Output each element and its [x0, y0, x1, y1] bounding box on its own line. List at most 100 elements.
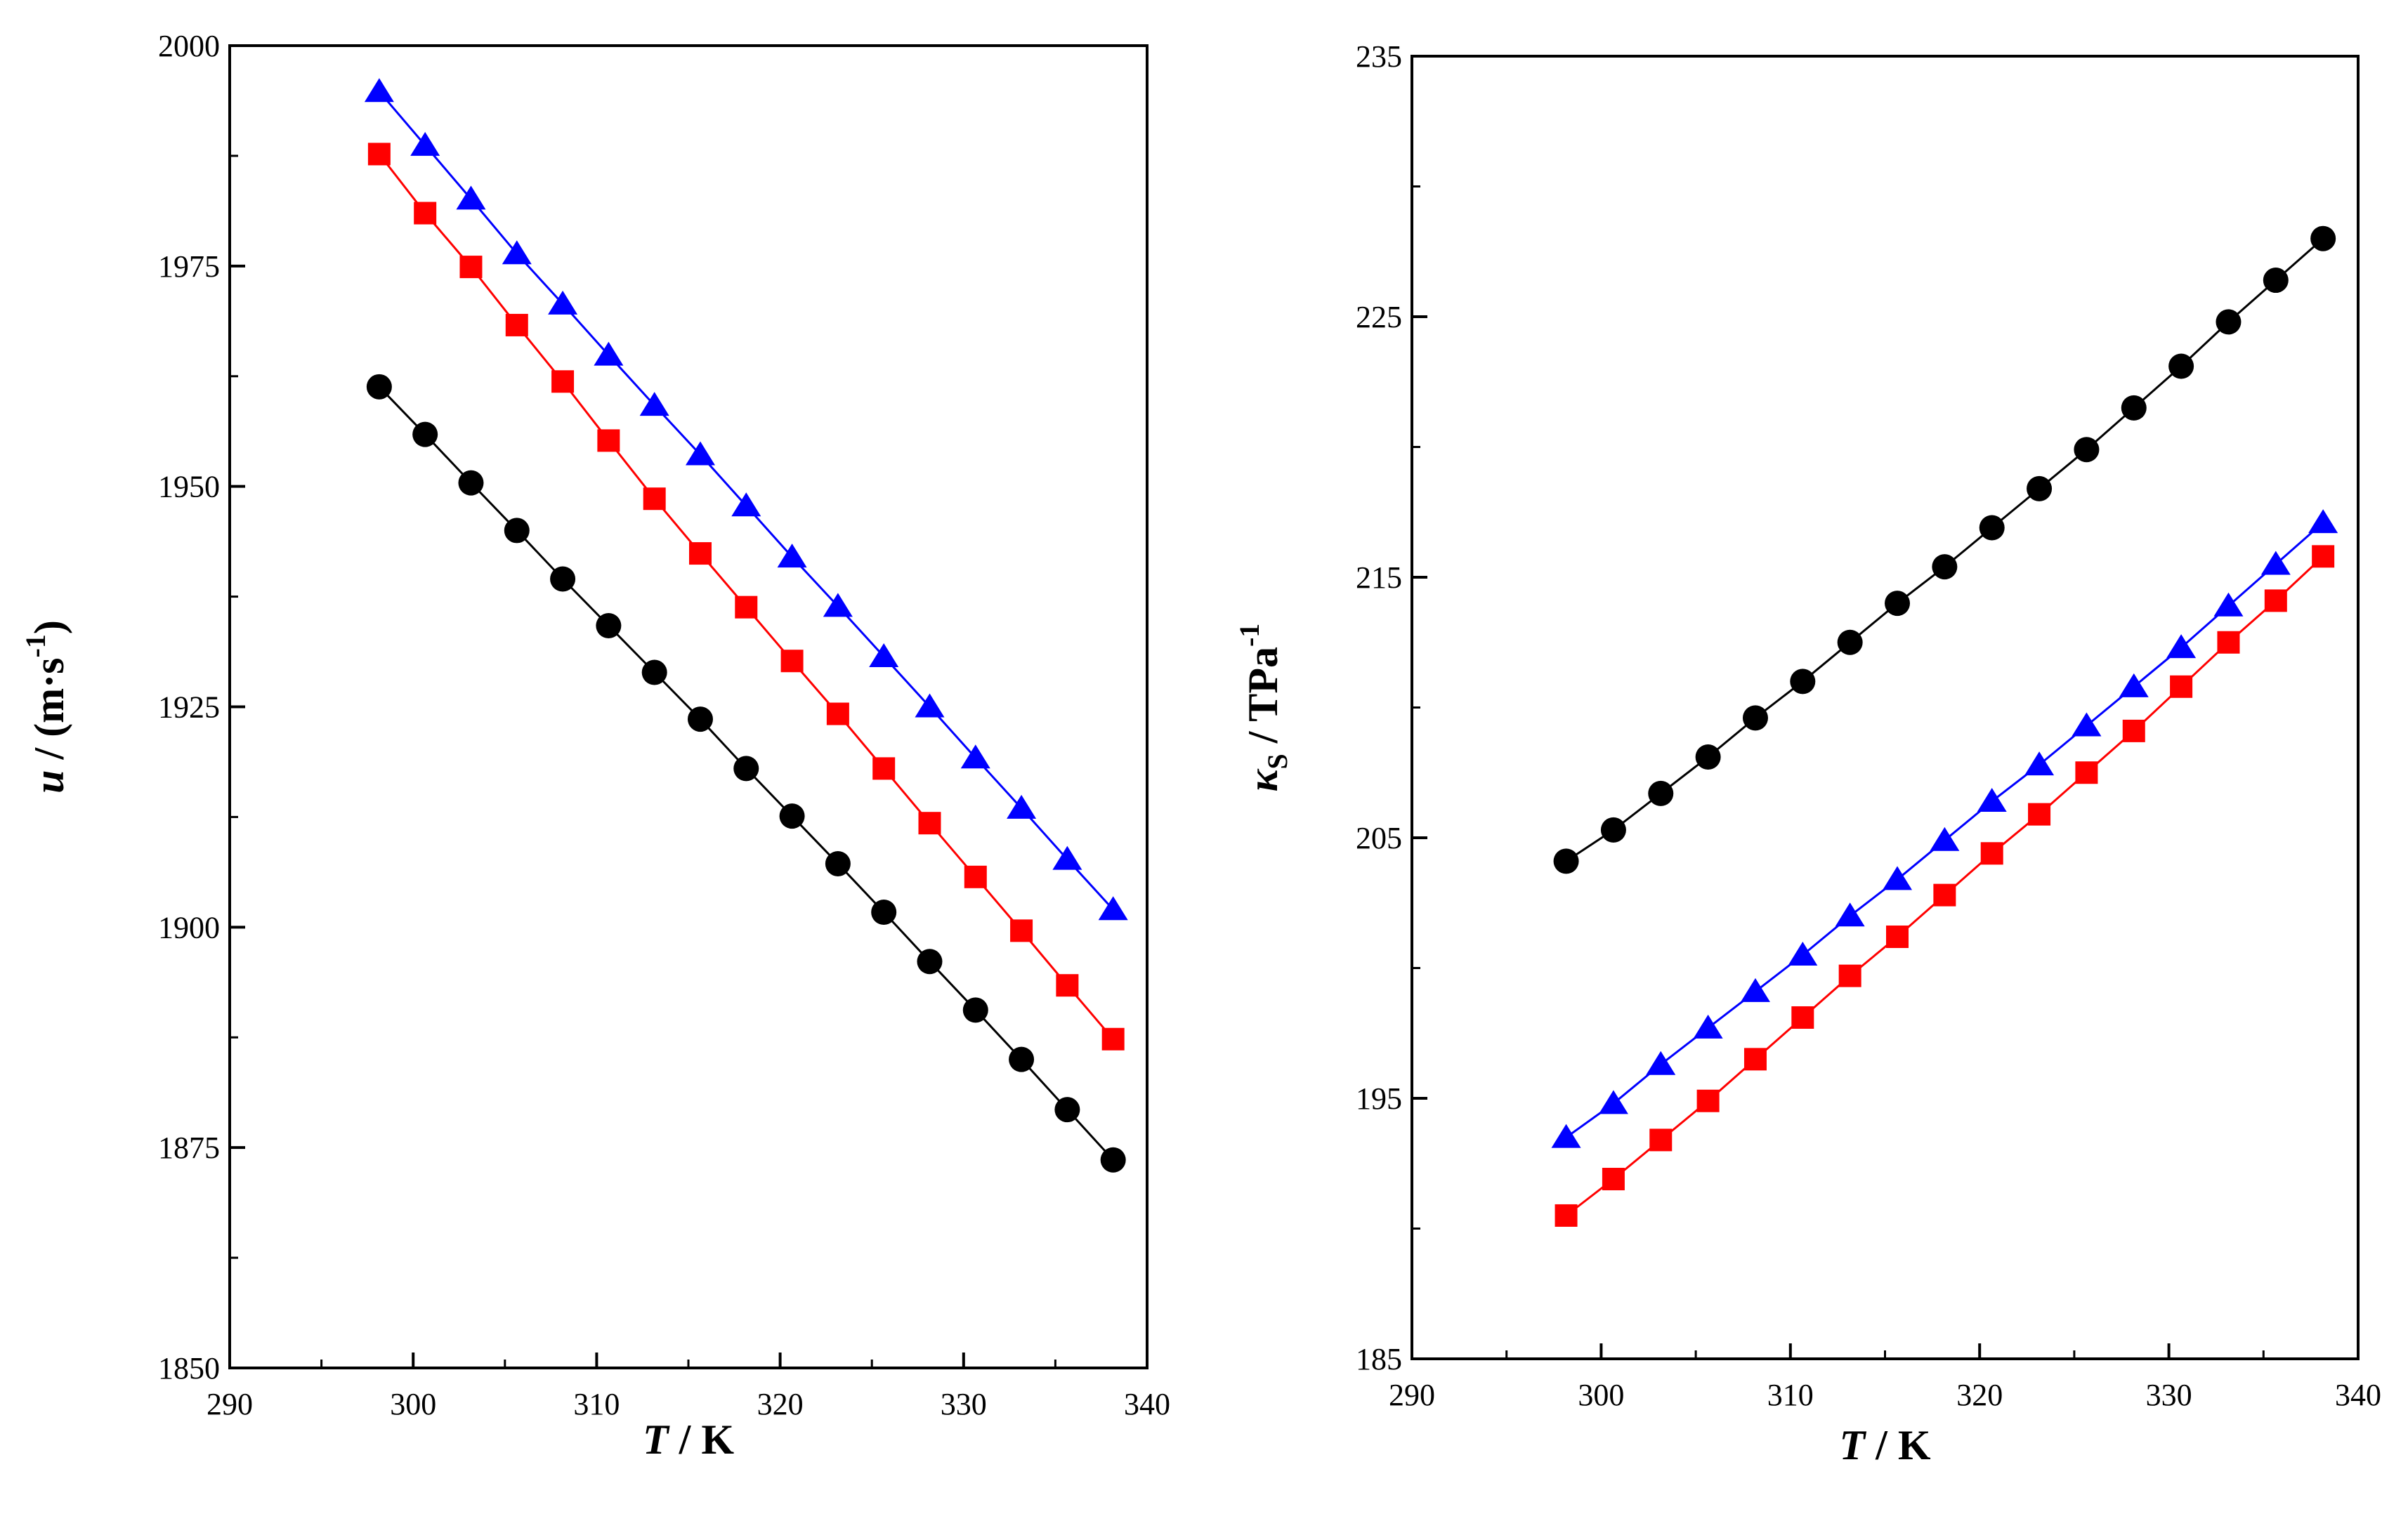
x-tick-label: 320: [757, 1387, 804, 1421]
y-tick-label: 1850: [158, 1351, 220, 1386]
x-tick-label: 290: [207, 1387, 253, 1421]
triangle-series-point: [2308, 509, 2338, 534]
plot-frame: [1411, 55, 2360, 1360]
square-series-point: [597, 429, 620, 452]
circle-series-point: [2121, 395, 2147, 421]
circle-series-point: [1553, 848, 1579, 874]
square-series-point: [735, 595, 758, 619]
square-series-point: [367, 143, 391, 166]
square-series-point: [2122, 719, 2145, 742]
y-axis-label-symbol: κ: [1240, 768, 1286, 791]
y-axis-label-subscript: S: [1262, 753, 1293, 769]
triangle-series-point: [1883, 866, 1913, 890]
triangle-series-point: [823, 593, 853, 617]
y-tick-label: 2000: [158, 29, 220, 63]
y-tick-label: 1925: [158, 690, 220, 725]
triangle-series-point: [456, 185, 486, 210]
x-axis-label-symbol: T: [643, 1416, 670, 1463]
circle-series-point: [2216, 309, 2242, 335]
triangle-series-point: [2213, 592, 2244, 617]
triangle-series-point: [1098, 896, 1128, 921]
square-series-point: [1933, 883, 1956, 907]
square-series-point: [459, 256, 483, 279]
y-tick-label: 1975: [158, 249, 220, 284]
y-tick-label: 205: [1356, 821, 1402, 855]
y-tick-label: 185: [1356, 1342, 1402, 1376]
circle-series-point: [2027, 475, 2053, 501]
triangle-series-point: [1598, 1090, 1628, 1114]
x-tick-label: 330: [941, 1387, 987, 1421]
circle-series-point: [596, 613, 622, 639]
y-axis-label-unit: / (m·s: [26, 657, 72, 770]
triangle-series-point: [1740, 978, 1770, 1002]
triangle-series-point: [548, 290, 578, 315]
square-series-point: [964, 865, 987, 888]
circle-series-point: [871, 899, 897, 925]
triangle-series-point: [1646, 1051, 1676, 1075]
square-series-point: [688, 542, 712, 565]
circle-series-point: [366, 374, 392, 400]
square-series-point: [918, 812, 941, 835]
circle-series-point: [2074, 437, 2100, 463]
triangle-series-point: [777, 544, 807, 568]
square-series-point: [1056, 974, 1079, 997]
square-series-point: [643, 487, 666, 511]
y-axis-label: u / (m·s-1): [20, 620, 72, 794]
circle-series-point: [504, 518, 530, 544]
x-tick-label: 290: [1389, 1378, 1435, 1412]
triangle-series-point: [502, 240, 532, 265]
square-series-point: [1791, 1006, 1814, 1029]
square-series-point: [872, 757, 896, 780]
x-tick-label: 340: [1124, 1387, 1170, 1421]
y-tick-label: 1900: [158, 910, 220, 945]
triangle-series-point: [960, 744, 990, 769]
square-series-point: [551, 370, 575, 393]
triangle-series-point: [685, 441, 715, 466]
square-series-point: [2028, 803, 2051, 826]
circle-series-point: [779, 803, 805, 829]
triangle-series-point: [1551, 1124, 1581, 1148]
circle-series-point: [1009, 1046, 1035, 1072]
square-series-point: [2312, 545, 2335, 568]
triangle-series-point: [1052, 845, 1082, 870]
x-tick-label: 320: [1956, 1378, 2003, 1412]
triangle-series-point: [594, 341, 624, 366]
triangle-series-point: [364, 78, 394, 103]
circle-series-point: [1979, 515, 2005, 541]
circle-series-line: [1565, 237, 2324, 862]
triangle-series-point: [2072, 712, 2102, 737]
circle-series-point: [641, 659, 667, 685]
square-series-point: [780, 650, 804, 673]
square-series-point: [1838, 964, 1861, 987]
x-axis-label: T / K: [1840, 1422, 1931, 1468]
square-series-point: [1101, 1027, 1125, 1051]
triangle-series-point: [2119, 673, 2149, 697]
circle-series-point: [1742, 705, 1768, 731]
y-tick-label: 215: [1356, 560, 1402, 595]
x-tick-label: 310: [1767, 1378, 1814, 1412]
circle-series-point: [825, 850, 851, 876]
right-panel-compressibility: 290 300 310 320 330 340 185 195 205 215 225 235 T / …: [1233, 39, 2381, 1468]
square-series-point: [826, 702, 849, 725]
triangle-series-point: [869, 643, 899, 667]
x-tick-label: 330: [2146, 1378, 2192, 1412]
triangle-series-point: [1930, 827, 1960, 851]
square-series-point: [1010, 919, 1033, 942]
triangle-series-point: [2024, 751, 2055, 776]
square-series-point: [2217, 631, 2240, 654]
square-series-point: [1980, 842, 2003, 865]
x-tick-label: 300: [390, 1387, 436, 1421]
triangle-series-point: [1693, 1014, 1723, 1039]
circle-series-point: [1790, 669, 1816, 695]
circle-series-point: [1837, 629, 1863, 655]
square-series-point: [414, 202, 437, 225]
circle-series-point: [1885, 591, 1911, 617]
square-series-point: [2264, 589, 2287, 612]
x-axis-label-unit: / K: [669, 1416, 735, 1463]
circle-series-point: [1648, 780, 1674, 806]
circle-series-point: [2168, 353, 2194, 379]
y-tick-label: 1875: [158, 1131, 220, 1165]
y-tick-label: 225: [1356, 300, 1402, 334]
square-series-point: [1743, 1048, 1767, 1071]
